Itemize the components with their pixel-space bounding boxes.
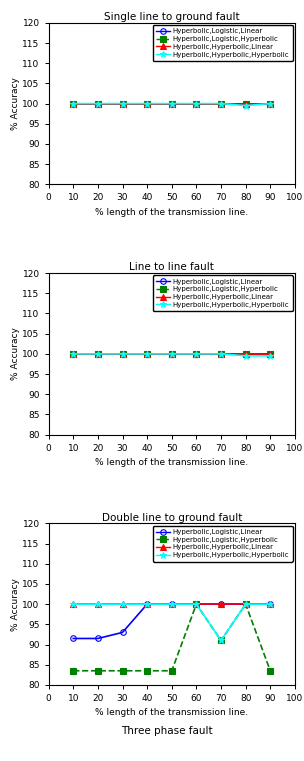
Legend: Hyperbolic,Logistic,Linear, Hyperbolic,Logistic,Hyperbolic, Hyperbolic,Hyperboli: Hyperbolic,Logistic,Linear, Hyperbolic,L… [153,25,293,61]
Y-axis label: % Accuracy: % Accuracy [11,327,19,380]
X-axis label: % length of the transmission line.: % length of the transmission line. [95,208,248,217]
Title: Line to line fault: Line to line fault [129,263,214,272]
Y-axis label: % Accuracy: % Accuracy [11,77,19,130]
Legend: Hyperbolic,Logistic,Linear, Hyperbolic,Logistic,Hyperbolic, Hyperbolic,Hyperboli: Hyperbolic,Logistic,Linear, Hyperbolic,L… [153,526,293,562]
Legend: Hyperbolic,Logistic,Linear, Hyperbolic,Logistic,Hyperbolic, Hyperbolic,Hyperboli: Hyperbolic,Logistic,Linear, Hyperbolic,L… [153,275,293,311]
X-axis label: % length of the transmission line.: % length of the transmission line. [95,458,248,467]
Y-axis label: % Accuracy: % Accuracy [11,578,19,631]
Text: Three phase fault: Three phase fault [121,725,213,736]
X-axis label: % length of the transmission line.: % length of the transmission line. [95,708,248,718]
Title: Single line to ground fault: Single line to ground fault [104,12,240,22]
Title: Double line to ground fault: Double line to ground fault [102,513,242,523]
